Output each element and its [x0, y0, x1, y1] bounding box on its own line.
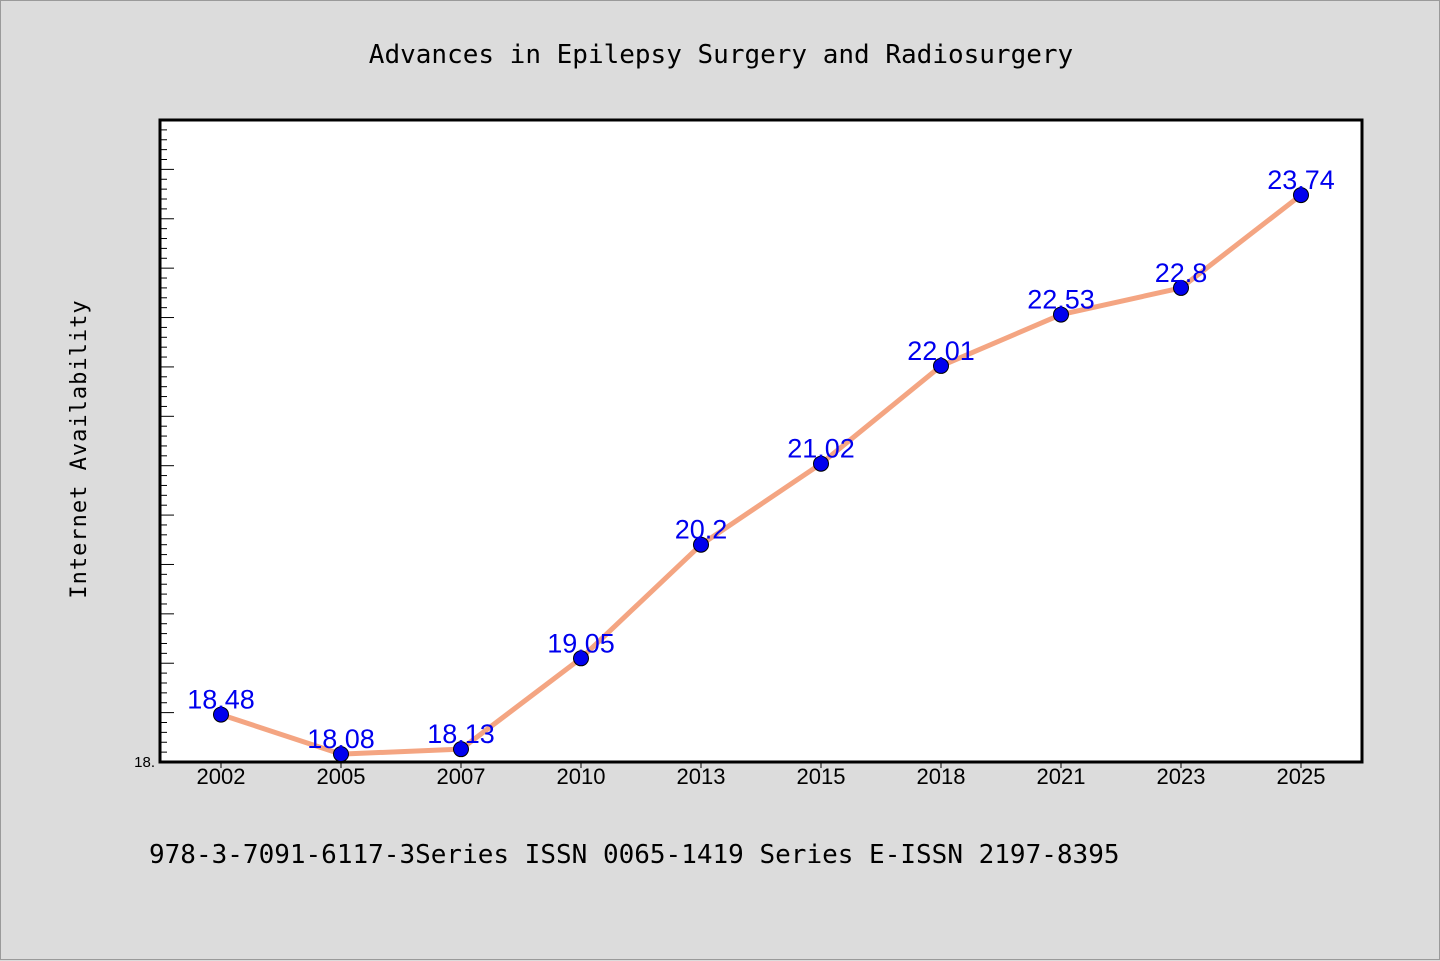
x-tick-label: 2015 [797, 764, 846, 789]
chart-title: Advances in Epilepsy Surgery and Radiosu… [369, 40, 1073, 70]
data-point-marker [1173, 279, 1189, 296]
data-label: 18.48 [187, 685, 255, 715]
y-axis-label: Internet Availability [67, 299, 92, 598]
series-layer [218, 192, 1304, 757]
data-point-marker [573, 650, 589, 667]
x-tick-label: 2025 [1277, 764, 1326, 789]
data-label: 22.8 [1155, 258, 1208, 288]
marker-layer [213, 187, 1309, 763]
data-label: 21.02 [787, 434, 855, 464]
x-tick-label: 2023 [1157, 764, 1206, 789]
x-axis-ticks: 2002 2005 2007 2010 2013 2015 2018 2021 2023 2025 [197, 762, 1326, 789]
x-tick-label: 2021 [1037, 764, 1086, 789]
data-point-marker [693, 536, 709, 553]
x-tick-label: 2002 [197, 764, 246, 789]
x-tick-label: 2018 [917, 764, 966, 789]
y-axis-ticks [160, 129, 174, 763]
data-label: 22.53 [1027, 285, 1095, 315]
data-label: 19.05 [547, 628, 615, 658]
data-point-marker [333, 746, 349, 763]
x-tick-label: 2005 [317, 764, 366, 789]
data-point-marker [813, 455, 829, 472]
data-point-marker [933, 357, 949, 374]
series-line [218, 192, 1304, 757]
y-tick-label: 18. [134, 754, 155, 771]
data-label: 18.13 [427, 719, 495, 749]
data-label: 18.08 [307, 724, 375, 754]
x-tick-label: 2007 [437, 764, 486, 789]
data-label: 23.74 [1267, 165, 1335, 195]
data-point-marker [1293, 187, 1309, 204]
data-point-marker [213, 706, 229, 723]
data-label: 20.2 [675, 515, 728, 545]
x-tick-label: 2013 [677, 764, 726, 789]
data-point-marker [453, 741, 469, 758]
isbn-footer: 978-3-7091-6117-3Series ISSN 0065-1419 S… [149, 840, 1120, 870]
data-label-layer: 18.48 18.08 18.13 19.05 20.2 21.02 22.01 22.53 2… [187, 165, 1335, 754]
data-label: 22.01 [907, 336, 975, 366]
plot-area [158, 118, 1364, 764]
data-point-marker [1053, 306, 1069, 323]
x-tick-label: 2010 [557, 764, 606, 789]
